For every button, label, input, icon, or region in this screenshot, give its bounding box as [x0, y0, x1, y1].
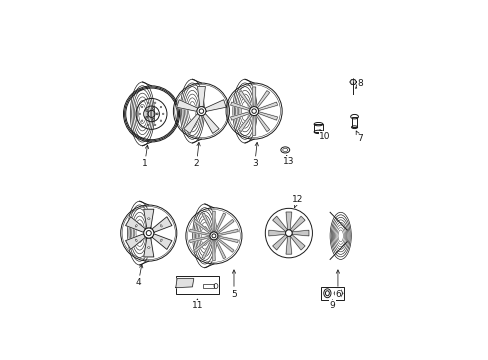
Text: 3: 3 [251, 143, 258, 168]
Polygon shape [217, 236, 238, 243]
Polygon shape [143, 238, 154, 257]
Bar [176, 276, 219, 294]
Ellipse shape [135, 239, 137, 242]
Circle shape [147, 102, 148, 104]
Polygon shape [258, 112, 277, 120]
Polygon shape [272, 235, 287, 250]
Polygon shape [291, 230, 308, 236]
Text: 10: 10 [319, 130, 330, 140]
Ellipse shape [135, 225, 137, 227]
Ellipse shape [147, 247, 150, 248]
Polygon shape [143, 209, 154, 228]
Polygon shape [230, 112, 249, 120]
Text: 9: 9 [329, 300, 335, 310]
Text: 2: 2 [193, 143, 200, 168]
Polygon shape [216, 220, 234, 234]
Polygon shape [258, 102, 277, 111]
Bar [203, 284, 214, 288]
Polygon shape [197, 86, 205, 107]
Circle shape [160, 106, 162, 108]
Polygon shape [212, 240, 215, 261]
Circle shape [152, 118, 154, 120]
Polygon shape [252, 87, 255, 107]
Bar [352, 117, 356, 127]
Polygon shape [203, 114, 219, 134]
Text: 11: 11 [191, 299, 203, 310]
Circle shape [143, 228, 154, 238]
Polygon shape [333, 289, 342, 297]
Circle shape [162, 113, 163, 115]
Ellipse shape [147, 218, 150, 219]
Polygon shape [202, 213, 212, 233]
Circle shape [141, 106, 142, 108]
Circle shape [141, 120, 142, 122]
Polygon shape [193, 220, 211, 234]
Polygon shape [189, 236, 210, 243]
Polygon shape [230, 102, 249, 111]
Circle shape [146, 110, 147, 112]
Text: 5: 5 [231, 270, 236, 298]
Text: 4: 4 [135, 264, 142, 288]
Circle shape [197, 107, 205, 116]
Polygon shape [202, 239, 212, 258]
Circle shape [146, 116, 147, 118]
Bar [320, 287, 344, 300]
Polygon shape [193, 238, 211, 252]
Polygon shape [238, 91, 252, 108]
Ellipse shape [160, 239, 162, 242]
Text: 12: 12 [291, 195, 302, 208]
Polygon shape [215, 239, 225, 258]
Polygon shape [290, 216, 305, 231]
Ellipse shape [160, 225, 162, 227]
Polygon shape [189, 229, 210, 236]
Circle shape [156, 113, 158, 115]
Polygon shape [152, 234, 172, 249]
Polygon shape [285, 237, 291, 254]
Circle shape [152, 108, 154, 109]
Polygon shape [152, 217, 172, 232]
Circle shape [249, 107, 258, 116]
Circle shape [209, 232, 217, 240]
Polygon shape [176, 100, 197, 111]
Polygon shape [183, 114, 200, 134]
Circle shape [147, 124, 148, 126]
Circle shape [139, 113, 141, 115]
Text: 7: 7 [355, 131, 362, 143]
Text: 8: 8 [355, 79, 362, 88]
Polygon shape [272, 216, 287, 231]
Polygon shape [212, 211, 215, 232]
Polygon shape [217, 229, 238, 236]
Circle shape [154, 102, 156, 104]
Polygon shape [268, 230, 285, 236]
Polygon shape [205, 100, 225, 111]
Circle shape [160, 120, 162, 122]
Bar [313, 124, 322, 132]
Polygon shape [215, 213, 225, 233]
Circle shape [154, 124, 156, 126]
Polygon shape [256, 114, 269, 132]
Text: 13: 13 [283, 156, 294, 166]
Polygon shape [285, 212, 291, 230]
Polygon shape [256, 91, 269, 108]
Polygon shape [238, 114, 252, 132]
Polygon shape [125, 217, 145, 232]
Polygon shape [252, 116, 255, 135]
Circle shape [285, 230, 291, 237]
Text: 6: 6 [334, 270, 340, 298]
Polygon shape [125, 234, 145, 249]
Polygon shape [175, 279, 193, 288]
Polygon shape [349, 80, 356, 84]
Polygon shape [216, 238, 234, 252]
Polygon shape [290, 235, 305, 250]
Text: 1: 1 [142, 145, 148, 168]
